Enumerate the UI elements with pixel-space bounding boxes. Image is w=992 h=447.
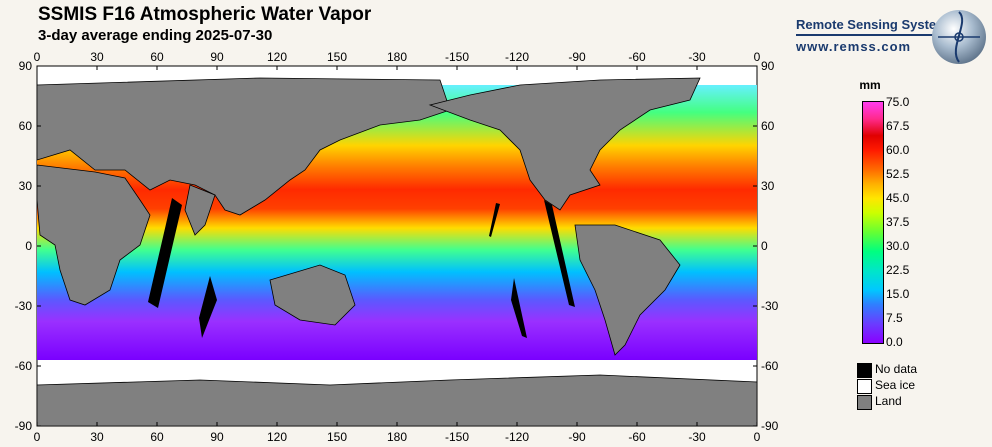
lon-tick-label: -120 bbox=[504, 430, 530, 444]
rss-logo-name: Remote Sensing Systems bbox=[796, 17, 955, 32]
lon-tick-label: 120 bbox=[266, 430, 288, 444]
legend-label: Sea ice bbox=[875, 378, 916, 392]
colorbar-tick-label: 37.5 bbox=[886, 215, 910, 229]
lon-tick-label: 150 bbox=[326, 430, 348, 444]
rss-logo-rule bbox=[796, 34, 956, 36]
lat-tick-label: 60 bbox=[761, 119, 775, 133]
lon-tick-label: 180 bbox=[386, 430, 408, 444]
colorbar-tick-label: 60.0 bbox=[886, 143, 910, 157]
no-data-swath bbox=[148, 198, 182, 308]
lon-tick-label: -60 bbox=[628, 430, 646, 444]
colorbar-tick-label: 0.0 bbox=[886, 335, 903, 349]
no-data-swath bbox=[489, 203, 500, 237]
lat-tick-label: -30 bbox=[14, 299, 32, 313]
land-swatch bbox=[857, 395, 872, 410]
no-data-swath bbox=[511, 278, 527, 338]
land-eurasia bbox=[36, 77, 451, 216]
colorbar-tick-label: 67.5 bbox=[886, 119, 910, 133]
lon-tick-label: -30 bbox=[688, 50, 706, 64]
land-antarctica bbox=[36, 374, 758, 427]
lon-tick-label: 120 bbox=[266, 50, 288, 64]
map-title: SSMIS F16 Atmospheric Water Vapor bbox=[38, 4, 372, 25]
map-subtitle: 3-day average ending 2025-07-30 bbox=[38, 27, 273, 44]
lat-tick-label: 90 bbox=[761, 59, 775, 73]
lon-tick-label: 180 bbox=[386, 50, 408, 64]
lon-tick-label: 60 bbox=[150, 50, 164, 64]
lon-tick-label: 150 bbox=[326, 50, 348, 64]
land-australia bbox=[269, 264, 356, 326]
lat-tick-label: -60 bbox=[14, 359, 32, 373]
lon-tick-label: -30 bbox=[688, 430, 706, 444]
legend-label: No data bbox=[875, 362, 918, 376]
lat-tick-label: 30 bbox=[18, 179, 32, 193]
lon-tick-label: -150 bbox=[444, 50, 470, 64]
legend-label: Land bbox=[875, 394, 902, 408]
lon-tick-label: -60 bbox=[628, 50, 646, 64]
lat-tick-label: 90 bbox=[18, 59, 32, 73]
lon-tick-label: 0 bbox=[33, 430, 41, 444]
lat-tick-label: -60 bbox=[761, 359, 779, 373]
lat-tick-label: -90 bbox=[14, 419, 32, 433]
rss-logo-url[interactable]: www.remss.com bbox=[796, 39, 912, 54]
lon-tick-label: -150 bbox=[444, 430, 470, 444]
no-data-swath bbox=[199, 276, 217, 338]
lon-tick-label: 30 bbox=[90, 430, 104, 444]
lon-tick-label: 60 bbox=[150, 430, 164, 444]
colorbar-tick-label: 7.5 bbox=[886, 311, 903, 325]
colorbar-tick-label: 30.0 bbox=[886, 239, 910, 253]
land-north-america bbox=[428, 77, 701, 211]
no-data-swath bbox=[544, 200, 575, 307]
colorbar-tick-label: 52.5 bbox=[886, 167, 910, 181]
lon-tick-label: -120 bbox=[504, 50, 530, 64]
colorbar-unit: mm bbox=[859, 78, 881, 92]
colorbar-tick-label: 15.0 bbox=[886, 287, 910, 301]
lat-tick-label: 0 bbox=[761, 239, 768, 253]
lat-tick-label: 0 bbox=[25, 239, 32, 253]
land-india bbox=[184, 184, 216, 236]
lat-tick-label: -90 bbox=[761, 419, 779, 433]
globe-logo-icon bbox=[932, 10, 986, 64]
colorbar-tick-label: 75.0 bbox=[886, 95, 910, 109]
lon-tick-label: 90 bbox=[210, 430, 224, 444]
land-africa bbox=[36, 164, 151, 306]
lat-tick-label: 60 bbox=[18, 119, 32, 133]
lon-tick-label: -90 bbox=[568, 50, 586, 64]
lon-tick-label: 0 bbox=[753, 430, 761, 444]
lat-tick-label: 30 bbox=[761, 179, 775, 193]
sea-ice-swatch bbox=[857, 379, 872, 394]
lon-tick-label: 0 bbox=[753, 50, 761, 64]
colorbar bbox=[862, 101, 884, 344]
no-data-swatch bbox=[857, 363, 872, 378]
colorbar-tick-label: 45.0 bbox=[886, 191, 910, 205]
colorbar-tick-label: 22.5 bbox=[886, 263, 910, 277]
lon-tick-label: 30 bbox=[90, 50, 104, 64]
lat-tick-label: -30 bbox=[761, 299, 779, 313]
lon-tick-label: 90 bbox=[210, 50, 224, 64]
lon-tick-label: -90 bbox=[568, 430, 586, 444]
land-south-america bbox=[574, 224, 681, 356]
lon-tick-label: 0 bbox=[33, 50, 41, 64]
